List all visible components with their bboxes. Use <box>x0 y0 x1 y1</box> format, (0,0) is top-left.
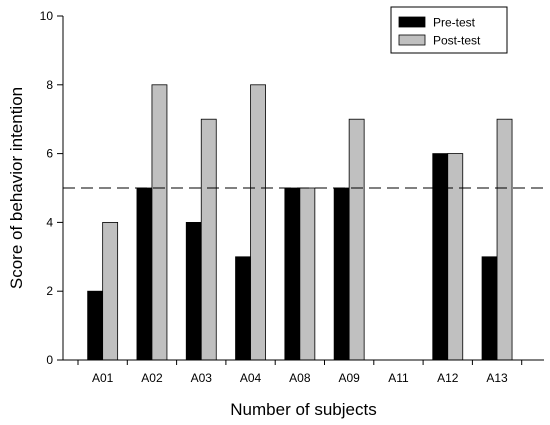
bar-pre-test-a04 <box>235 256 251 361</box>
y-tick-label: 2 <box>46 284 53 298</box>
post-test-legend-swatch <box>398 34 426 46</box>
bar-pre-test-a03 <box>185 221 202 361</box>
legend: Pre-test Post-test <box>390 6 508 54</box>
bar-pre-test-a09 <box>333 187 350 361</box>
bar-post-test-a12 <box>447 153 464 361</box>
x-tick-label: A12 <box>437 371 459 385</box>
axes-layer: A01 A02 A03 A04 A08 A09 A11 A12 A13 0 2 4 6 8 10 <box>40 9 544 385</box>
y-tick-label: 6 <box>46 147 53 161</box>
bar-pre-test-a01 <box>87 290 104 361</box>
bar-post-test-a09 <box>348 118 365 361</box>
y-tick-label: 4 <box>46 215 53 229</box>
bar-pre-test-a13 <box>481 256 498 361</box>
x-tick-label: A08 <box>289 371 311 385</box>
x-axis-title: Number of subjects <box>230 400 376 419</box>
x-tick-label: A01 <box>92 371 114 385</box>
x-tick-label: A13 <box>486 371 508 385</box>
bar-post-test-a02 <box>151 84 168 361</box>
x-tick-label: A03 <box>191 371 213 385</box>
x-tick-label: A02 <box>141 371 163 385</box>
x-tick-label: A04 <box>240 371 262 385</box>
bar-post-test-a01 <box>102 221 119 361</box>
bar-pre-test-a08 <box>284 187 301 361</box>
pre-test-legend-swatch <box>398 16 426 28</box>
bar-pre-test-a02 <box>136 187 153 361</box>
bar-post-test-a08 <box>299 187 316 361</box>
pre-test-legend-label: Pre-test <box>433 16 476 30</box>
bar-pre-test-a12 <box>432 153 449 361</box>
y-axis-title: Score of behavior intention <box>7 87 26 289</box>
bar-post-test-a03 <box>200 118 217 361</box>
post-test-legend-label: Post-test <box>433 34 481 48</box>
x-tick-label: A09 <box>338 371 360 385</box>
y-tick-label: 10 <box>40 9 54 23</box>
bar-post-test-a04 <box>250 84 266 361</box>
y-tick-label: 0 <box>46 353 53 367</box>
x-tick-label: A11 <box>388 371 409 385</box>
bar-post-test-a13 <box>496 118 513 361</box>
bars-layer <box>87 84 513 361</box>
y-tick-label: 8 <box>46 78 53 92</box>
